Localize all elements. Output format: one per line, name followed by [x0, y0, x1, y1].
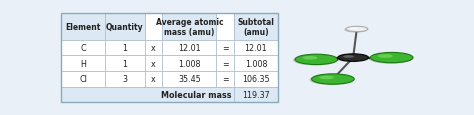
Text: 1: 1 — [122, 59, 127, 68]
FancyBboxPatch shape — [61, 56, 105, 71]
FancyBboxPatch shape — [163, 71, 216, 87]
Text: x: x — [151, 44, 156, 53]
FancyBboxPatch shape — [145, 14, 163, 40]
FancyBboxPatch shape — [163, 14, 216, 40]
Text: 106.35: 106.35 — [242, 75, 270, 84]
FancyBboxPatch shape — [105, 40, 145, 56]
Circle shape — [319, 76, 334, 80]
Circle shape — [350, 28, 357, 30]
Text: H: H — [80, 59, 86, 68]
Circle shape — [378, 55, 393, 58]
FancyBboxPatch shape — [234, 71, 278, 87]
Text: 12.01: 12.01 — [178, 44, 201, 53]
Text: 35.45: 35.45 — [178, 75, 201, 84]
FancyBboxPatch shape — [234, 14, 278, 40]
Text: 1.008: 1.008 — [178, 59, 201, 68]
FancyBboxPatch shape — [105, 14, 145, 40]
Text: Element: Element — [65, 23, 100, 32]
Text: x: x — [151, 75, 156, 84]
FancyBboxPatch shape — [216, 56, 234, 71]
Text: Subtotal
(amu): Subtotal (amu) — [237, 17, 274, 37]
Text: 3: 3 — [122, 75, 127, 84]
FancyBboxPatch shape — [234, 87, 278, 102]
Circle shape — [293, 55, 337, 66]
FancyBboxPatch shape — [61, 87, 234, 102]
FancyBboxPatch shape — [216, 71, 234, 87]
Circle shape — [295, 55, 337, 65]
FancyBboxPatch shape — [145, 40, 163, 56]
FancyBboxPatch shape — [234, 40, 278, 56]
Circle shape — [370, 53, 413, 63]
Text: 1: 1 — [122, 44, 127, 53]
Text: 1.008: 1.008 — [245, 59, 267, 68]
Text: =: = — [222, 44, 228, 53]
FancyBboxPatch shape — [234, 56, 278, 71]
Text: Quantity: Quantity — [106, 23, 144, 32]
Text: 12.01: 12.01 — [245, 44, 267, 53]
Circle shape — [343, 56, 354, 58]
Text: =: = — [222, 75, 228, 84]
Circle shape — [337, 54, 369, 62]
FancyBboxPatch shape — [216, 40, 234, 56]
FancyBboxPatch shape — [61, 40, 105, 56]
FancyBboxPatch shape — [145, 71, 163, 87]
Text: Average atomic
mass (amu): Average atomic mass (amu) — [155, 17, 223, 37]
Text: =: = — [222, 59, 228, 68]
Circle shape — [368, 53, 413, 64]
Circle shape — [336, 55, 368, 63]
Circle shape — [311, 74, 354, 84]
FancyBboxPatch shape — [163, 56, 216, 71]
FancyBboxPatch shape — [61, 71, 105, 87]
Text: x: x — [151, 59, 156, 68]
Circle shape — [344, 28, 367, 33]
Text: 119.37: 119.37 — [242, 90, 270, 99]
Circle shape — [302, 56, 318, 60]
Text: C: C — [80, 44, 86, 53]
FancyBboxPatch shape — [61, 14, 105, 40]
FancyBboxPatch shape — [105, 71, 145, 87]
FancyBboxPatch shape — [163, 40, 216, 56]
Text: Cl: Cl — [79, 75, 87, 84]
Text: Molecular mass: Molecular mass — [161, 90, 231, 99]
Circle shape — [310, 75, 354, 85]
FancyBboxPatch shape — [216, 14, 234, 40]
FancyBboxPatch shape — [105, 56, 145, 71]
FancyBboxPatch shape — [145, 56, 163, 71]
Circle shape — [346, 27, 368, 32]
